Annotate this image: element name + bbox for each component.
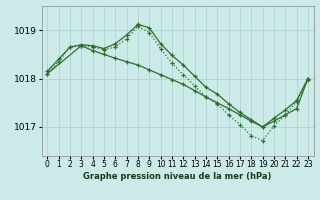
X-axis label: Graphe pression niveau de la mer (hPa): Graphe pression niveau de la mer (hPa) bbox=[84, 172, 272, 181]
